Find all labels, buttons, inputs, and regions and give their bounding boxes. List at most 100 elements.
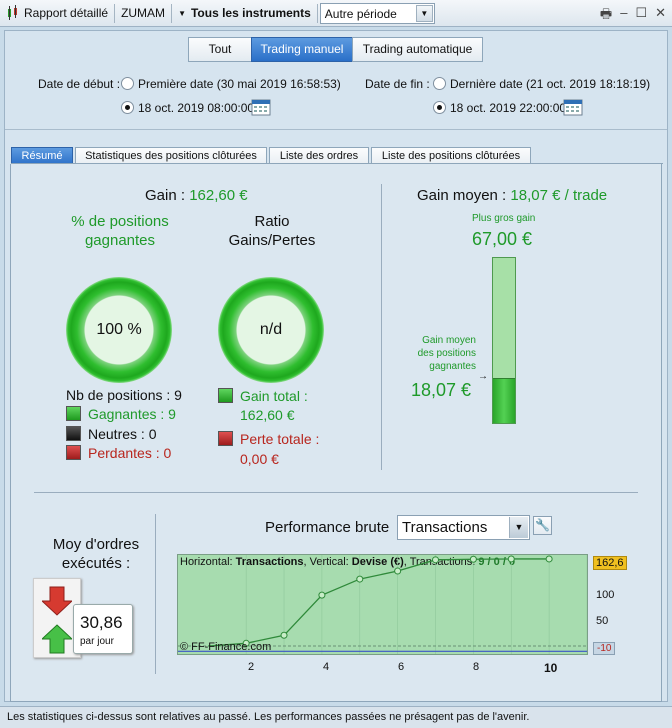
tabs-baseline: [11, 163, 663, 164]
gain-heading: Gain : 162,60 €: [145, 187, 248, 204]
orders-value-box: 30,86 par jour: [73, 604, 133, 654]
avg-winning-value: 18,07 €: [411, 380, 472, 400]
performance-point: [432, 556, 440, 564]
orders-title: Moy d'ordres exécutés :: [52, 536, 140, 572]
performance-point: [545, 555, 553, 563]
loss-total-value: 0,00 €: [240, 451, 279, 467]
neutral-count: Neutres : 0: [88, 426, 157, 442]
start-custom-value: 18 oct. 2019 08:00:00: [138, 101, 255, 115]
losers-legend-icon: [66, 445, 81, 460]
end-last-radio[interactable]: [433, 77, 446, 90]
watermark: © FF-Finance.com: [180, 641, 272, 653]
avg-gain-bar: [492, 257, 516, 424]
winning-pct-gauge: 100 %: [66, 277, 172, 383]
avg-gain-value: 18,07 € / trade: [510, 187, 608, 204]
performance-point: [242, 639, 250, 647]
end-custom-radio[interactable]: [433, 101, 446, 114]
chart-header-vertical: Devise (€): [351, 556, 404, 568]
y-tick-50: 50: [596, 615, 609, 627]
calendar-icon[interactable]: [251, 98, 271, 116]
x-tick-8: 8: [473, 661, 480, 673]
performance-series-line: [208, 558, 550, 647]
mode-automatic-button[interactable]: Trading automatique: [352, 37, 483, 62]
y-tick-100: 100: [596, 589, 615, 601]
biggest-gain-label: Plus gros gain: [472, 213, 536, 224]
gain-total-value: 162,60 €: [240, 407, 295, 423]
losers-count: Perdantes : 0: [88, 445, 172, 461]
loss-total-label: Perte totale :: [240, 431, 320, 447]
winners-legend-icon: [66, 406, 81, 421]
performance-point: [469, 555, 477, 563]
start-custom-radio[interactable]: [121, 101, 134, 114]
chart-header: Horizontal: Transactions, Vertical: Devi…: [180, 556, 515, 568]
tab-summary[interactable]: Résumé: [11, 147, 73, 165]
vertical-divider: [381, 184, 382, 470]
account-button[interactable]: ZUMAM: [121, 6, 166, 20]
chart-header-prefix: Horizontal:: [180, 556, 236, 568]
window-controls: 🖶 – ☐ ✕: [600, 5, 666, 27]
start-first-radio[interactable]: [121, 77, 134, 90]
instruments-dropdown[interactable]: ▼ Tous les instruments: [172, 0, 317, 27]
performance-type-select[interactable]: Transactions ▼: [397, 515, 530, 540]
maximize-icon[interactable]: ☐: [635, 5, 648, 20]
orders-value: 30,86: [80, 613, 123, 632]
x-tick-6: 6: [398, 661, 405, 673]
performance-type-value: Transactions: [402, 519, 488, 536]
start-date-label: Date de début :: [38, 77, 121, 91]
avg-gain-bar-fill: [493, 378, 515, 423]
negative-badge: -10: [593, 642, 616, 655]
performance-title: Performance brute: [265, 519, 390, 536]
ratio-value: n/d: [259, 321, 283, 338]
ratio-gauge: n/d: [218, 277, 324, 383]
neutral-legend-icon: [66, 426, 81, 441]
avg-gain-heading: Gain moyen : 18,07 € / trade: [417, 187, 607, 204]
winning-pct-title: % de positions gagnantes: [71, 213, 169, 249]
chevron-down-icon[interactable]: ▼: [415, 4, 433, 22]
last-value-badge: 162,6: [593, 556, 627, 570]
candlestick-icon: [8, 5, 17, 20]
vertical-divider: [155, 514, 156, 674]
gain-label: Gain :: [145, 187, 190, 204]
calendar-icon[interactable]: [563, 98, 583, 116]
winners-count: Gagnantes : 9: [88, 406, 176, 422]
print-icon[interactable]: 🖶: [599, 6, 613, 21]
performance-plot: [178, 555, 587, 654]
tab-orders-list[interactable]: Liste des ordres: [269, 147, 369, 165]
mode-manual-button[interactable]: Trading manuel: [251, 37, 353, 62]
toolbar: Rapport détaillé ZUMAM ▼ Tous les instru…: [0, 0, 672, 27]
tab-closed-positions-stats[interactable]: Statistiques des positions clôturées: [75, 147, 267, 165]
separator: [114, 3, 116, 23]
performance-point: [394, 567, 402, 575]
performance-point: [280, 631, 288, 639]
end-custom-value: 18 oct. 2019 22:00:00: [450, 101, 567, 115]
winning-pct-value: 100 %: [96, 321, 142, 338]
performance-point: [356, 575, 364, 583]
performance-chart: Horizontal: Transactions, Vertical: Devi…: [177, 554, 588, 655]
performance-point: [318, 591, 326, 599]
ratio-title: Ratio Gains/Pertes: [228, 213, 316, 249]
avg-gain-label: Gain moyen :: [417, 187, 511, 204]
start-first-label: Première date (30 mai 2019 16:58:53): [138, 77, 341, 91]
gain-total-legend-icon: [218, 388, 233, 403]
detailed-report-label: Rapport détaillé: [24, 6, 109, 20]
chevron-down-icon[interactable]: ▼: [509, 517, 528, 538]
end-date-label: Date de fin :: [365, 77, 430, 91]
end-last-label: Dernière date (21 oct. 2019 18:18:19): [450, 77, 651, 91]
detailed-report-button[interactable]: Rapport détaillé: [0, 0, 114, 27]
gain-value: 162,60 €: [189, 187, 248, 204]
up-down-arrows-icon: [42, 586, 72, 654]
separator: [316, 3, 318, 23]
loss-total-legend-icon: [218, 431, 233, 446]
close-icon[interactable]: ✕: [655, 5, 666, 20]
wrench-icon[interactable]: 🔧: [533, 516, 552, 535]
mode-all-button[interactable]: Tout: [188, 37, 252, 62]
gain-total-label: Gain total :: [240, 388, 308, 404]
triangle-down-icon: ▼: [178, 8, 186, 18]
tab-closed-positions-list[interactable]: Liste des positions clôturées: [371, 147, 531, 165]
divider: [5, 129, 667, 130]
period-select[interactable]: Autre période ▼: [319, 2, 435, 24]
x-tick-2: 2: [248, 661, 255, 673]
chart-header-horizontal: Transactions: [235, 556, 304, 568]
minimize-icon[interactable]: –: [620, 5, 628, 20]
biggest-gain-value: 67,00 €: [472, 229, 533, 249]
